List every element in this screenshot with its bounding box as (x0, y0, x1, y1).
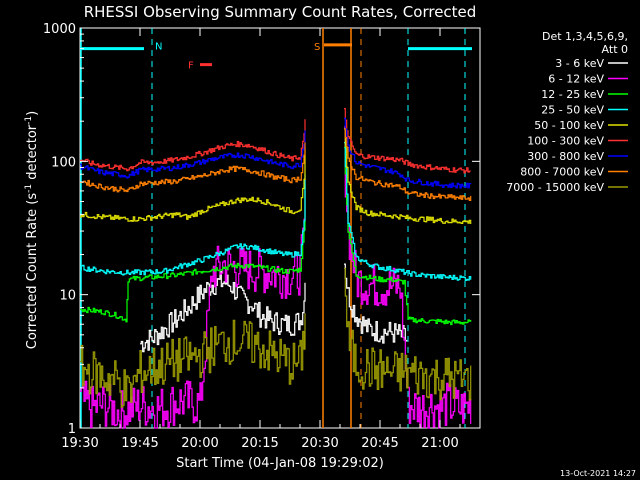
series-line-2 (80, 183, 306, 323)
series-layer (80, 108, 472, 429)
night-bar-label: N (155, 42, 162, 53)
series-line-3 (80, 173, 306, 276)
series-line-2 (344, 147, 472, 326)
chart-title: RHESSI Observing Summary Count Rates, Co… (84, 3, 477, 21)
legend-label: 3 - 6 keV (555, 57, 604, 70)
flare-bar-label: F (188, 61, 194, 72)
y-tick-label: 100 (51, 155, 76, 170)
series-line-4 (344, 127, 472, 224)
series-line-5 (344, 108, 471, 174)
legend-label: 25 - 50 keV (541, 104, 604, 117)
y-axis-label: Corrected Count Rate (s-1 detector-1) (24, 111, 40, 349)
x-tick-label: 20:15 (241, 436, 278, 451)
series-line-8 (80, 313, 306, 408)
y-tick-label: 1 (68, 422, 76, 437)
series-line-0 (344, 263, 408, 344)
x-tick-label: 21:00 (421, 436, 458, 451)
series-line-3 (344, 142, 472, 281)
saa-bar-label: S (314, 42, 320, 53)
series-line-1 (80, 177, 306, 429)
legend-header: Att 0 (602, 43, 628, 56)
series-line-4 (80, 147, 306, 222)
series-line-8 (344, 267, 472, 401)
series-line-5 (80, 119, 306, 172)
x-axis: 19:30 19:45 20:00 20:15 20:30 20:45 21:00 (61, 28, 481, 451)
legend-label: 12 - 25 keV (541, 88, 604, 101)
y-tick-label: 10 (59, 289, 76, 304)
legend-label: 6 - 12 keV (548, 73, 604, 86)
series-line-7 (80, 142, 306, 193)
series-line-6 (344, 117, 472, 189)
series-line-0 (140, 271, 306, 353)
x-tick-label: 20:00 (181, 436, 218, 451)
legend-header: Det 1,3,4,5,6,9, (542, 30, 628, 43)
x-tick-label: 19:45 (121, 436, 158, 451)
legend-label: 300 - 800 keV (527, 150, 604, 163)
y-tick-label: 1000 (43, 22, 76, 37)
series-line-7 (344, 128, 472, 201)
legend-label: 100 - 300 keV (527, 135, 604, 148)
legend-label: 50 - 100 keV (534, 119, 604, 132)
series-line-6 (80, 130, 306, 179)
legend-label: 800 - 7000 keV (520, 166, 604, 179)
date-stamp: 13-Oct-2021 14:27 (560, 469, 636, 478)
y-axis: 1 10 100 1000 (43, 22, 480, 437)
x-tick-label: 20:45 (361, 436, 398, 451)
x-axis-label: Start Time (04-Jan-08 19:29:02) (176, 456, 384, 471)
x-tick-label: 20:30 (301, 436, 338, 451)
legend: Det 1,3,4,5,6,9,Att 03 - 6 keV 6 - 12 keV… (506, 30, 628, 194)
x-tick-label: 19:30 (61, 436, 98, 451)
legend-label: 7000 - 15000 keV (506, 181, 604, 194)
